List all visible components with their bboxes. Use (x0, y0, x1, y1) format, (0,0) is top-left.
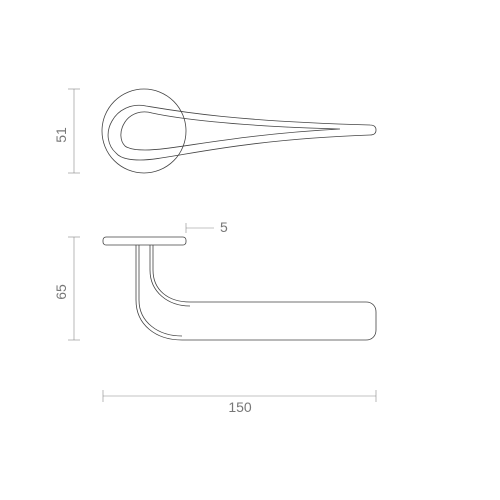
dimension-label: 65 (53, 284, 69, 300)
dimension-label: 51 (53, 127, 69, 143)
lever-side-edge2 (150, 245, 190, 306)
lever-outline (108, 105, 376, 160)
lever-side (136, 245, 376, 340)
dimension-label: 150 (228, 399, 252, 415)
dimension-label: 5 (220, 219, 228, 235)
rose-outline (102, 89, 186, 173)
rose-plate (103, 237, 186, 245)
